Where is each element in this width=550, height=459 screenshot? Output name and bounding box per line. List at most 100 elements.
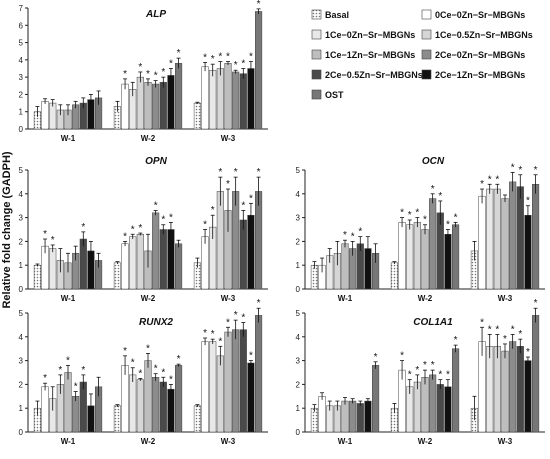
y-tick-label: 4	[296, 333, 301, 342]
significance-star: *	[211, 54, 215, 65]
bar	[429, 198, 437, 290]
bar	[390, 262, 398, 290]
x-tick-label: W-3	[221, 437, 236, 446]
significance-star: *	[66, 355, 70, 366]
bar	[33, 264, 41, 290]
y-tick-label: 4	[296, 190, 301, 199]
significance-star: *	[257, 298, 261, 309]
bar	[113, 262, 121, 290]
significance-star: *	[241, 200, 245, 211]
bar	[516, 186, 524, 290]
bar	[452, 224, 460, 290]
significance-star: *	[43, 373, 47, 384]
significance-star: *	[438, 191, 442, 202]
legend-swatch	[311, 89, 322, 100]
bar	[113, 405, 121, 433]
legend-item: OST	[311, 89, 344, 100]
bar	[478, 195, 486, 290]
significance-star: *	[123, 346, 127, 357]
legend-label: Basal	[325, 10, 349, 20]
bar	[175, 243, 183, 290]
significance-star: *	[138, 223, 142, 234]
significance-star: *	[241, 59, 245, 70]
bar	[493, 346, 501, 433]
legend-swatch	[311, 49, 322, 60]
significance-star: *	[177, 48, 181, 59]
significance-star: *	[146, 69, 150, 80]
significance-star: *	[534, 165, 538, 176]
bar	[136, 234, 144, 290]
bar	[209, 341, 217, 433]
significance-star: *	[400, 208, 404, 219]
bar	[255, 11, 263, 130]
bar	[49, 102, 57, 130]
x-tick-label: W-3	[498, 294, 513, 303]
significance-star: *	[351, 231, 355, 242]
significance-star: *	[218, 167, 222, 178]
bar	[64, 372, 72, 433]
y-tick-label: 7	[19, 4, 24, 13]
legend-item: 2Ce−0.5Zn−Sr−MBGNs	[311, 69, 423, 80]
bar	[232, 329, 240, 433]
bar	[224, 63, 232, 130]
legend-swatch	[421, 49, 432, 60]
legend-swatch	[311, 69, 322, 80]
x-tick-label: W-1	[61, 437, 76, 446]
bar	[398, 222, 406, 290]
significance-star: *	[154, 364, 158, 375]
significance-star: *	[415, 365, 419, 376]
significance-star: *	[518, 329, 522, 340]
significance-star: *	[81, 222, 85, 233]
x-tick-label: W-3	[498, 437, 513, 446]
y-tick-label: 1	[19, 108, 24, 117]
significance-star: *	[249, 52, 253, 63]
significance-star: *	[123, 231, 127, 242]
significance-star: *	[446, 220, 450, 231]
significance-star: *	[249, 193, 253, 204]
y-tick-label: 2	[296, 380, 301, 389]
significance-star: *	[203, 52, 207, 63]
chart-title: RUNX2	[139, 317, 173, 328]
significance-star: *	[438, 370, 442, 381]
significance-star: *	[454, 335, 458, 346]
x-tick-label: W-2	[418, 437, 433, 446]
significance-star: *	[495, 324, 499, 335]
significance-star: *	[534, 298, 538, 309]
bar	[193, 405, 201, 433]
significance-star: *	[123, 69, 127, 80]
y-tick-label: 3	[19, 73, 24, 82]
bar	[167, 75, 175, 130]
bar	[239, 329, 247, 433]
y-tick-label: 4	[19, 333, 24, 342]
bar	[144, 82, 152, 130]
bar	[406, 224, 414, 290]
significance-star: *	[138, 368, 142, 379]
significance-star: *	[431, 184, 435, 195]
y-tick-label: 2	[19, 380, 24, 389]
bar	[152, 377, 160, 433]
significance-star: *	[249, 351, 253, 362]
bar	[247, 68, 255, 130]
y-tick-label: 1	[19, 261, 24, 270]
significance-star: *	[446, 370, 450, 381]
significance-star: *	[131, 224, 135, 235]
y-tick-label: 5	[19, 309, 24, 318]
legend-item: 1Ce−0.5Zn−Sr−MBGNs	[421, 29, 533, 40]
x-tick-label: W-1	[61, 134, 76, 143]
bar	[413, 381, 421, 433]
bar	[129, 236, 137, 290]
significance-star: *	[511, 162, 515, 173]
bar	[72, 104, 80, 130]
legend-item: 2Ce−0Zn−Sr−MBGNs	[421, 49, 525, 60]
significance-star: *	[154, 71, 158, 82]
bar	[175, 365, 183, 433]
significance-star: *	[74, 382, 78, 393]
bar	[341, 400, 349, 433]
significance-star: *	[234, 310, 238, 321]
bar	[310, 264, 318, 290]
y-tick-label: 0	[296, 428, 301, 437]
